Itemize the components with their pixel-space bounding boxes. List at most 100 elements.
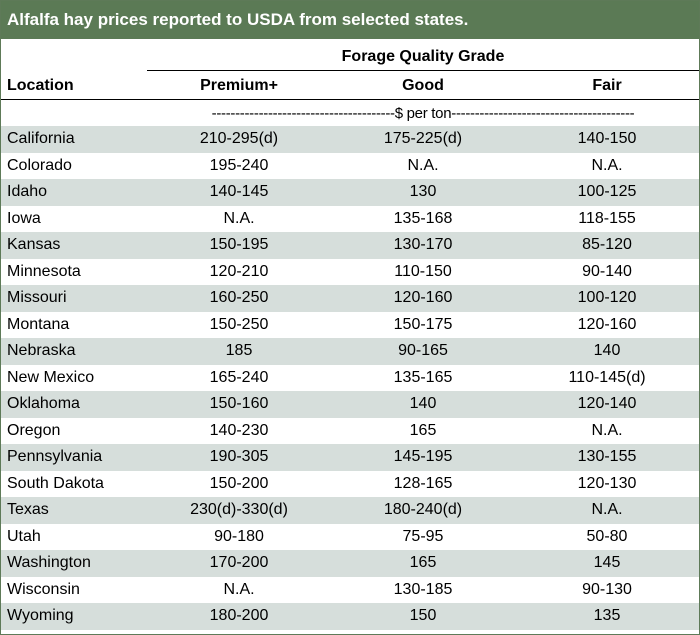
table-row: Colorado 195-240 N.A. N.A. bbox=[1, 153, 699, 180]
table-row: Washington 170-200 165 145 bbox=[1, 550, 699, 577]
cell-premium: 195-240 bbox=[209, 156, 269, 174]
table-row: Texas 230(d)-330(d) 180-240(d) N.A. bbox=[1, 497, 699, 524]
cell-good: 180-240(d) bbox=[383, 501, 463, 518]
cell-good: 150 bbox=[409, 607, 437, 624]
cell-good: 130 bbox=[409, 183, 437, 200]
cell-premium: 180-200 bbox=[209, 607, 269, 624]
cell-premium: 230(d)-330(d) bbox=[190, 501, 288, 518]
cell-location: Missouri bbox=[7, 289, 67, 306]
cell-premium: N.A. bbox=[223, 209, 255, 227]
cell-location: Utah bbox=[7, 527, 41, 545]
cell-good: 130-185 bbox=[393, 580, 453, 598]
cell-good: 75-95 bbox=[402, 527, 444, 545]
cell-premium: 160-250 bbox=[209, 289, 269, 306]
cell-good: 120-160 bbox=[393, 289, 453, 306]
cell-premium: N.A. bbox=[223, 580, 255, 598]
cell-location: Washington bbox=[7, 554, 91, 571]
cell-location: Colorado bbox=[7, 156, 72, 174]
cell-fair: 90-130 bbox=[582, 580, 632, 598]
cell-fair: 118-155 bbox=[578, 209, 636, 227]
table-row: Missouri 160-250 120-160 100-120 bbox=[1, 285, 699, 312]
cell-location: Montana bbox=[7, 315, 70, 333]
table-row: Oklahoma 150-160 140 120-140 bbox=[1, 391, 699, 418]
cell-fair: N.A. bbox=[591, 501, 623, 518]
cell-location: Iowa bbox=[7, 209, 41, 227]
cell-good: 175-225(d) bbox=[383, 130, 463, 147]
cell-fair: 100-120 bbox=[577, 289, 637, 306]
cell-good: 128-165 bbox=[393, 474, 453, 492]
table-row: Iowa N.A. 135-168 118-155 bbox=[1, 206, 699, 233]
header-rule bbox=[1, 99, 699, 100]
cell-good: 165 bbox=[409, 421, 437, 439]
cell-good: 110-150 bbox=[394, 262, 452, 280]
cell-premium: 170-200 bbox=[209, 554, 269, 571]
cell-good: 165 bbox=[409, 554, 437, 571]
column-header-location: Location bbox=[7, 77, 74, 94]
table-row: Pennsylvania 190-305 145-195 130-155 bbox=[1, 444, 699, 471]
cell-location: Wyoming bbox=[7, 607, 74, 624]
table-row: New Mexico 165-240 135-165 110-145(d) bbox=[1, 365, 699, 392]
cell-good: 150-175 bbox=[393, 315, 453, 333]
cell-location: Oregon bbox=[7, 421, 61, 439]
cell-location: Oklahoma bbox=[7, 395, 80, 412]
cell-premium: 190-305 bbox=[209, 448, 269, 465]
cell-premium: 150-250 bbox=[209, 315, 269, 333]
cell-fair: 110-145(d) bbox=[568, 368, 646, 386]
table-row: Idaho 140-145 130 100-125 bbox=[1, 179, 699, 206]
cell-good: 130-170 bbox=[393, 236, 453, 253]
column-header-good: Good bbox=[402, 77, 444, 94]
column-header-fair: Fair bbox=[592, 77, 622, 94]
cell-premium: 90-180 bbox=[214, 527, 264, 545]
table-row: Utah 90-180 75-95 50-80 bbox=[1, 524, 699, 551]
cell-premium: 210-295(d) bbox=[199, 130, 279, 147]
cell-premium: 140-145 bbox=[209, 183, 269, 200]
table-body: California 210-295(d) 175-225(d) 140-150 Col… bbox=[1, 126, 699, 630]
table-row: South Dakota 150-200 128-165 120-130 bbox=[1, 471, 699, 498]
cell-fair: 120-130 bbox=[577, 474, 637, 492]
table-title: Alfalfa hay prices reported to USDA from… bbox=[1, 1, 699, 39]
cell-fair: 85-120 bbox=[582, 236, 632, 253]
table-row: Kansas 150-195 130-170 85-120 bbox=[1, 232, 699, 259]
forage-quality-grade-header: Forage Quality Grade bbox=[341, 48, 505, 65]
cell-location: South Dakota bbox=[7, 474, 104, 492]
cell-fair: 135 bbox=[593, 607, 621, 624]
cell-fair: 100-125 bbox=[577, 183, 637, 200]
table-row: Oregon 140-230 165 N.A. bbox=[1, 418, 699, 445]
cell-fair: 145 bbox=[593, 554, 621, 571]
cell-location: Pennsylvania bbox=[7, 448, 103, 465]
table-row: California 210-295(d) 175-225(d) 140-150 bbox=[1, 126, 699, 153]
cell-fair: 120-160 bbox=[577, 315, 637, 333]
cell-good: 90-165 bbox=[398, 342, 448, 359]
cell-premium: 165-240 bbox=[209, 368, 269, 386]
cell-good: 145-195 bbox=[393, 448, 453, 465]
table-row: Nebraska 185 90-165 140 bbox=[1, 338, 699, 365]
cell-premium: 150-200 bbox=[209, 474, 269, 492]
cell-fair: 50-80 bbox=[586, 527, 628, 545]
cell-location: Kansas bbox=[7, 236, 61, 253]
cell-good: 135-165 bbox=[393, 368, 453, 386]
cell-fair: 130-155 bbox=[577, 448, 637, 465]
cell-premium: 185 bbox=[225, 342, 253, 359]
column-header-premium: Premium+ bbox=[200, 77, 278, 94]
table-row: Wisconsin N.A. 130-185 90-130 bbox=[1, 577, 699, 604]
units-label: ---------------------------------------$… bbox=[211, 105, 635, 122]
cell-premium: 150-195 bbox=[209, 236, 269, 253]
cell-premium: 150-160 bbox=[209, 395, 269, 412]
group-header-rule bbox=[147, 70, 699, 71]
table-row: Wyoming 180-200 150 135 bbox=[1, 603, 699, 630]
cell-location: Wisconsin bbox=[7, 580, 80, 598]
table-row: Montana 150-250 150-175 120-160 bbox=[1, 312, 699, 339]
cell-good: 140 bbox=[409, 395, 437, 412]
cell-location: New Mexico bbox=[7, 368, 95, 386]
cell-fair: 120-140 bbox=[577, 395, 637, 412]
cell-location: Nebraska bbox=[7, 342, 76, 359]
cell-fair: 140-150 bbox=[577, 130, 637, 147]
cell-fair: N.A. bbox=[591, 421, 623, 439]
cell-good: N.A. bbox=[407, 156, 439, 174]
table-row: Minnesota 120-210 110-150 90-140 bbox=[1, 259, 699, 286]
cell-location: Texas bbox=[7, 501, 49, 518]
cell-location: Minnesota bbox=[7, 262, 81, 280]
cell-fair: 140 bbox=[593, 342, 621, 359]
cell-premium: 120-210 bbox=[209, 262, 269, 280]
